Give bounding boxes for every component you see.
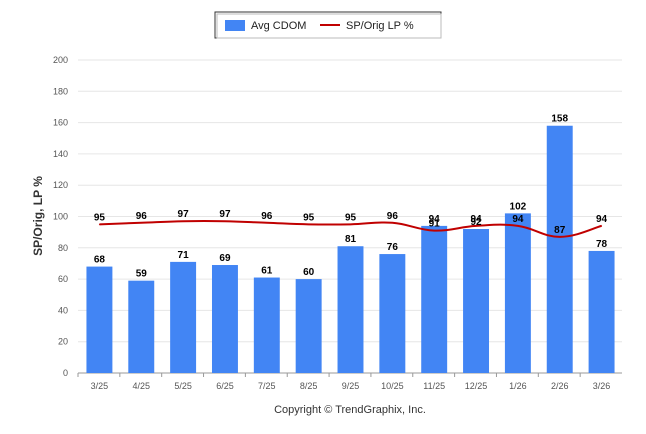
legend-label-sp-orig: SP/Orig LP % xyxy=(346,20,414,32)
x-tick-label: 5/25 xyxy=(174,381,192,391)
bar xyxy=(295,279,322,373)
y-tick-label: 60 xyxy=(58,274,68,284)
line-point xyxy=(433,230,435,232)
bar xyxy=(421,225,448,373)
bar xyxy=(170,261,197,373)
bar-data-label: 78 xyxy=(596,239,608,250)
bar xyxy=(337,246,364,373)
y-axis-label: SP/Orig, LP % xyxy=(31,176,45,256)
x-tick-label: 12/25 xyxy=(465,381,488,391)
x-tick-label: 3/25 xyxy=(91,381,109,391)
x-tick-label: 9/25 xyxy=(342,381,360,391)
bar xyxy=(463,229,490,373)
line-point xyxy=(391,222,393,224)
line-point xyxy=(98,223,100,225)
line-point xyxy=(266,222,268,224)
bar-data-label: 60 xyxy=(303,267,315,278)
bar-data-label: 92 xyxy=(470,217,482,228)
y-tick-label: 180 xyxy=(53,86,68,96)
line-data-label: 97 xyxy=(178,209,190,220)
bar xyxy=(253,277,280,373)
line-data-label: 94 xyxy=(596,214,608,225)
line-point xyxy=(224,220,226,222)
line-data-label: 95 xyxy=(345,212,357,223)
bar-data-label: 69 xyxy=(219,253,231,264)
line-point xyxy=(182,220,184,222)
line-data-label: 94 xyxy=(470,214,482,225)
y-axis-ticks: 0 20 40 60 80 100 120 140 160 180 200 xyxy=(53,55,68,378)
x-tick-label: 8/25 xyxy=(300,381,318,391)
line-data-label: 94 xyxy=(512,214,524,225)
y-tick-label: 80 xyxy=(58,243,68,253)
x-tick-label: 4/25 xyxy=(133,381,151,391)
bar xyxy=(86,266,113,373)
line-data-label: 96 xyxy=(387,211,399,222)
line-point xyxy=(475,225,477,227)
y-tick-label: 100 xyxy=(53,212,68,222)
line-data-label: 91 xyxy=(429,219,441,230)
bar xyxy=(504,213,531,373)
line-point xyxy=(601,225,603,227)
legend-swatch-avg-cdom xyxy=(225,20,245,31)
line-point xyxy=(350,223,351,225)
bar-data-label: 81 xyxy=(345,234,357,245)
y-tick-label: 140 xyxy=(53,149,68,159)
y-tick-label: 160 xyxy=(53,118,68,128)
line-data-label: 97 xyxy=(219,209,231,220)
x-tick-label: 6/25 xyxy=(216,381,234,391)
x-axis-ticks: 3/25 4/25 5/25 6/25 7/25 8/25 9/25 10/25 11/25 12… xyxy=(77,373,611,391)
x-tick-label: 11/25 xyxy=(423,381,445,391)
line-data-label: 96 xyxy=(136,211,148,222)
bars xyxy=(86,125,615,373)
x-tick-label: 2/26 xyxy=(551,381,569,391)
bar xyxy=(588,250,615,373)
x-tick-label: 7/25 xyxy=(258,381,276,391)
bar xyxy=(211,265,238,373)
bar-data-label: 76 xyxy=(387,242,399,253)
line-series xyxy=(98,219,603,238)
bar xyxy=(128,280,155,373)
legend-label-avg-cdom: Avg CDOM xyxy=(251,20,306,32)
line-data-label: 95 xyxy=(94,212,106,223)
y-tick-label: 0 xyxy=(63,368,68,378)
bar-data-label: 59 xyxy=(136,269,148,280)
bar xyxy=(546,125,573,373)
line-point xyxy=(517,225,519,227)
x-tick-label: 3/26 xyxy=(593,381,611,391)
bar-data-label: 158 xyxy=(551,114,568,125)
x-tick-label: 1/26 xyxy=(509,381,527,391)
bar-data-label: 102 xyxy=(510,201,527,212)
line-point xyxy=(308,223,310,225)
x-tick-label: 10/25 xyxy=(381,381,404,391)
legend: Avg CDOM SP/Orig LP % xyxy=(214,11,442,39)
line-data-label: 95 xyxy=(303,212,315,223)
y-tick-label: 120 xyxy=(53,180,68,190)
y-tick-label: 40 xyxy=(58,305,68,315)
line-point xyxy=(559,236,561,238)
copyright-text: Copyright © TrendGraphix, Inc. xyxy=(274,404,426,416)
bar-data-label: 61 xyxy=(261,266,273,277)
bar-data-label: 68 xyxy=(94,255,106,266)
bar-data-label: 71 xyxy=(178,250,190,261)
line-point xyxy=(140,222,142,224)
bar-data-label: 94 xyxy=(429,214,441,225)
y-tick-label: 200 xyxy=(53,55,68,65)
legend-shadow xyxy=(216,13,442,39)
line-data-label: 87 xyxy=(554,225,566,236)
bar xyxy=(379,254,406,373)
line-data-label: 96 xyxy=(261,211,273,222)
y-tick-label: 20 xyxy=(58,337,68,347)
